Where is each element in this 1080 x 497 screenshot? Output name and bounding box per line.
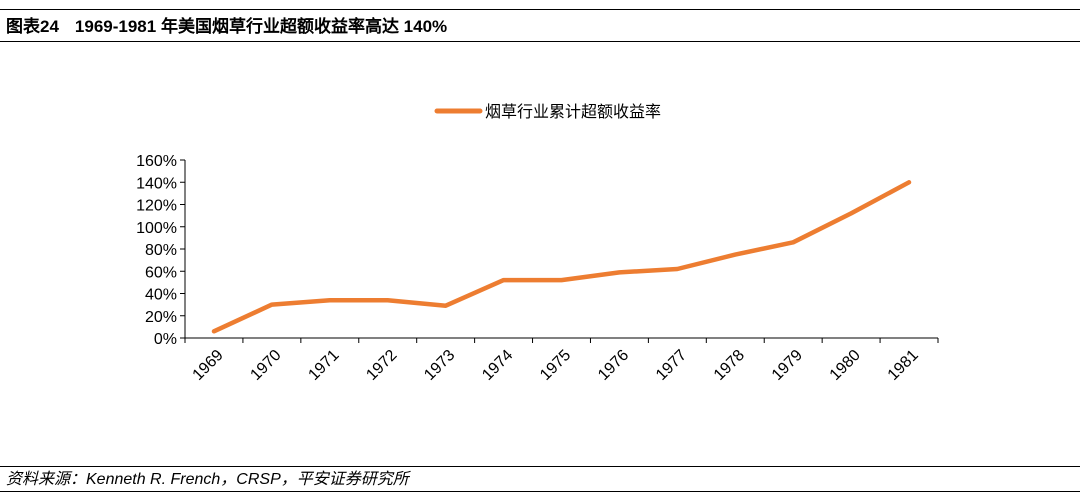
top-rule — [0, 9, 1080, 10]
x-tick-label: 1971 — [305, 347, 342, 384]
y-tick-label: 0% — [154, 331, 177, 348]
y-tick-label: 120% — [136, 198, 177, 215]
title-rule — [0, 41, 1080, 42]
x-axis: 1969 1970 1971 1972 1973 1974 1975 1976 1977 1978… — [184, 337, 939, 384]
x-tick-label: 1981 — [885, 347, 922, 384]
source-rule-bottom — [0, 491, 1080, 492]
x-tick-label: 1974 — [479, 347, 516, 384]
source-rule-top — [0, 466, 1080, 467]
chart-legend: 烟草行业累计超额收益率 — [434, 103, 661, 121]
x-tick-label: 1975 — [537, 347, 574, 384]
x-tick-label: 1977 — [653, 347, 690, 384]
x-tick-label: 1970 — [247, 347, 284, 384]
y-tick-label: 40% — [145, 287, 177, 304]
y-tick-label: 160% — [136, 153, 177, 170]
x-tick-label: 1980 — [827, 347, 864, 384]
y-axis: 0% 20% 40% 60% 80% 100% 120% 140% 160% — [136, 153, 186, 348]
y-tick-label: 140% — [136, 175, 177, 192]
legend-label: 烟草行业累计超额收益率 — [485, 103, 661, 121]
figure-label: 图表24 — [6, 17, 59, 36]
x-tick-label: 1972 — [363, 347, 400, 384]
x-tick-label: 1979 — [769, 347, 806, 384]
x-tick-label: 1969 — [190, 347, 227, 384]
figure-title-text: 1969-1981 年美国烟草行业超额收益率高达 140% — [74, 17, 448, 36]
x-tick-label: 1976 — [595, 347, 632, 384]
y-tick-label: 60% — [145, 264, 177, 281]
y-tick-label: 80% — [145, 242, 177, 259]
figure-title: 图表24 1969-1981 年美国烟草行业超额收益率高达 140% — [6, 17, 447, 37]
series-layer — [211, 180, 912, 334]
y-tick-label: 20% — [145, 309, 177, 326]
series-line — [211, 180, 912, 334]
x-tick-label: 1978 — [711, 347, 748, 384]
x-tick-label: 1973 — [421, 347, 458, 384]
source-note: 资料来源：Kenneth R. French，CRSP，平安证券研究所 — [6, 471, 409, 488]
y-tick-label: 100% — [136, 220, 177, 237]
